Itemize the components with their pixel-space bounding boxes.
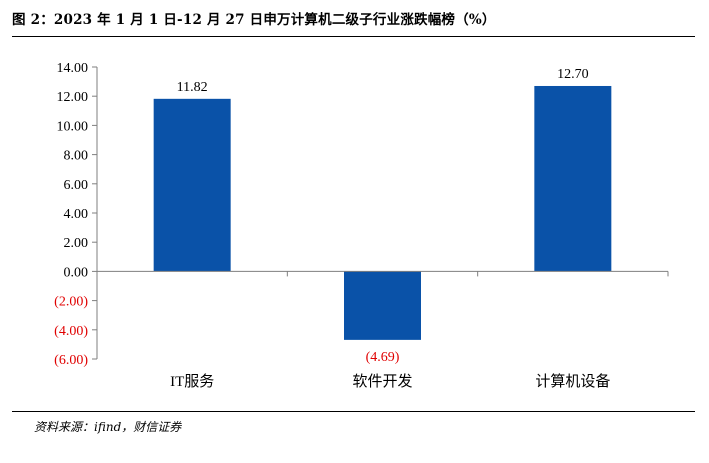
y-tick-label: 14.00 [57, 61, 89, 76]
bar [344, 271, 421, 340]
title-rule [12, 36, 695, 37]
bar [534, 85, 612, 272]
category-label: 软件开发 [352, 373, 412, 390]
bar [153, 98, 231, 272]
y-tick-label: 4.00 [64, 207, 89, 222]
y-tick-label: 6.00 [64, 178, 89, 193]
y-tick-label: 0.00 [64, 265, 89, 280]
data-labels: 11.82 (4.69) 12.70 [177, 67, 589, 365]
source-note: 资料来源：ifind，财信证券 [34, 420, 182, 434]
y-tick-label: 12.00 [57, 90, 89, 105]
data-label: 11.82 [177, 80, 208, 95]
figure-title: 图 2：2023 年 1 月 1 日-12 月 27 日申万计算机二级子行业涨跌… [12, 12, 496, 28]
category-label: 计算机设备 [535, 372, 610, 390]
y-tick-label: (2.00) [54, 295, 88, 310]
y-tick-label: (6.00) [54, 353, 88, 368]
y-axis: 14.00 12.00 10.00 8.00 6.00 4.00 2.00 0.00 (2.00… [54, 61, 98, 368]
y-tick-label: 10.00 [57, 119, 89, 134]
category-label: IT服务 [170, 373, 214, 390]
data-label: (4.69) [366, 350, 400, 365]
y-tick-label: 8.00 [64, 149, 89, 164]
y-tick-label: (4.00) [54, 324, 88, 339]
bars [153, 85, 612, 340]
data-label: 12.70 [557, 67, 589, 82]
source-rule [12, 411, 695, 412]
x-axis: IT服务 软件开发 计算机设备 [96, 270, 669, 390]
bar-chart: 14.00 12.00 10.00 8.00 6.00 4.00 2.00 0.00 (2.00… [54, 61, 669, 390]
y-tick-label: 2.00 [64, 236, 89, 251]
